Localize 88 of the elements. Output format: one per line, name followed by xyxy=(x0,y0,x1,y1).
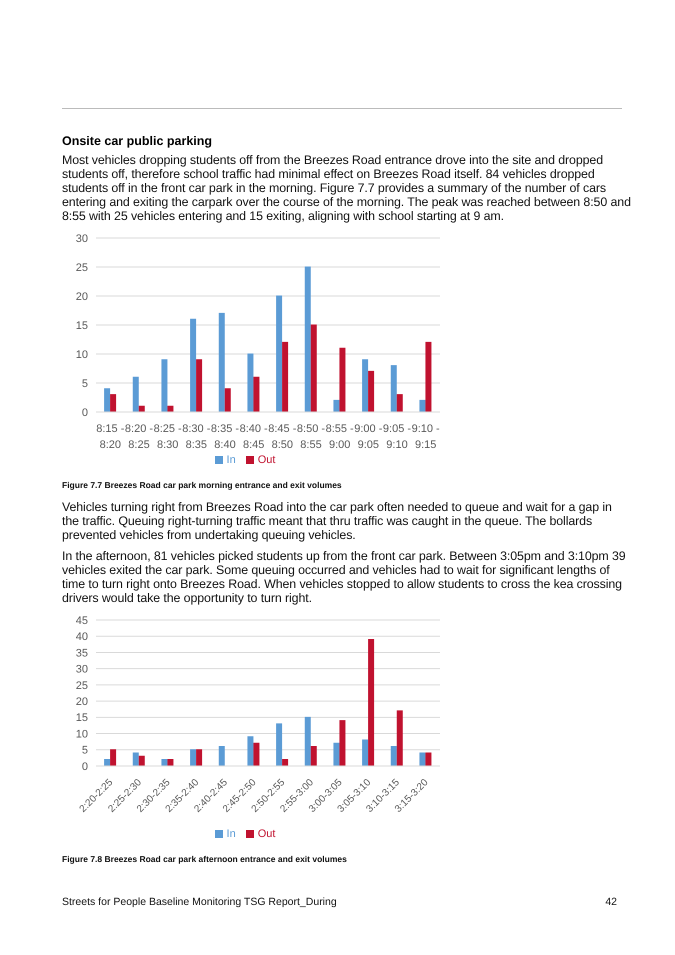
x-tick-label: 8:50 - 8:55 xyxy=(296,423,326,451)
bar xyxy=(138,406,145,412)
legend-label: In xyxy=(226,828,236,840)
chart-subtitle: Most vehicles dropping students off from the Breezes Road entrance drove into the site and dropped students off, therefore school traffic had minimal effect on Breezes Road itself. 84 vehicles dropped students off in the front car park in the morning. Figure 7.7 provides a summary of the number of cars entering and exiting the carpark over the course of the morning. The peak was reached between 8:50 and 8:55 with 25 vehicles entering and 15 exiting, aligning with school starting at 9 am. xyxy=(62,153,632,223)
text: Streets for People Baseline Monitoring TSG Report_During xyxy=(62,896,337,908)
y-tick-label: 5 xyxy=(82,744,88,757)
x-tick-label: 9:00 - 9:05 xyxy=(354,423,383,451)
chart-title: Onsite car public parking xyxy=(62,134,214,148)
caption: Figure 7.7 Breezes Road car park morning entrance and exit volumes xyxy=(62,480,343,490)
bar xyxy=(110,394,116,412)
bar xyxy=(333,742,340,766)
bar xyxy=(167,759,174,766)
y-tick-label: 15 xyxy=(76,320,88,332)
bar xyxy=(282,759,288,766)
y-tick-label: 40 xyxy=(76,631,88,644)
bar xyxy=(362,740,368,766)
bar xyxy=(132,752,139,766)
y-tick-label: 5 xyxy=(82,378,88,390)
bar xyxy=(110,749,116,766)
bar xyxy=(190,749,196,766)
legend-label: Out xyxy=(258,828,276,840)
bar xyxy=(276,296,282,412)
x-tick-label: 8:15 - 8:20 xyxy=(96,423,125,451)
y-tick-label: 10 xyxy=(76,728,88,740)
x-tick-label: 8:30 - 8:35 xyxy=(182,423,211,451)
bar xyxy=(282,342,288,412)
bar xyxy=(104,388,110,412)
y-tick-label: 25 xyxy=(76,262,88,274)
x-tick-label: 8:55 - 9:00 xyxy=(326,423,354,451)
bar xyxy=(339,720,346,766)
bar xyxy=(419,752,426,766)
y-tick-label: 20 xyxy=(76,696,88,708)
bar xyxy=(196,359,202,412)
bar xyxy=(304,716,311,766)
bar xyxy=(161,759,168,766)
y-tick-label: 0 xyxy=(82,760,88,773)
text: In the afternoon, 81 vehicles picked students up from the front car park. Between 3:05pm and 3:10pm 39 vehicles exited the car park. Some queuing occurred and vehicles had to wait for significant lengths of time to turn right onto Breezes Road. When vehicles stopped to allow students to cross the kea crossing drivers would take the opportunity to turn right. xyxy=(62,549,627,605)
x-tick-label: 8:45 - 8:50 xyxy=(268,423,297,451)
bar xyxy=(396,394,403,412)
y-tick-label: 30 xyxy=(76,232,88,245)
y-tick-label: 35 xyxy=(76,647,88,660)
bar xyxy=(196,749,202,766)
bar xyxy=(224,388,231,412)
bar xyxy=(167,406,174,412)
bar xyxy=(333,400,340,412)
bar xyxy=(368,370,374,412)
bar xyxy=(276,723,282,766)
bar xyxy=(132,376,139,412)
bar xyxy=(339,348,346,412)
x-tick-label: 8:25 - 8:30 xyxy=(154,423,182,451)
bar xyxy=(190,318,196,412)
bar xyxy=(247,736,254,766)
x-tick-label: 8:35 - 8:40 xyxy=(210,423,240,451)
y-tick-label: 25 xyxy=(76,680,88,692)
y-tick-label: 10 xyxy=(76,348,88,361)
legend-label: Out xyxy=(258,454,276,466)
y-tick-label: 30 xyxy=(76,664,88,676)
bar xyxy=(390,746,397,766)
bar xyxy=(304,266,311,412)
bar xyxy=(161,359,168,412)
bar xyxy=(425,752,432,766)
bar xyxy=(104,759,110,766)
bar xyxy=(138,756,145,766)
text: Vehicles turning right from Breezes Road into the car park often needed to queue and wait for a gap in the traffic. Queuing right-turning traffic meant that thru traffic was caught in the queue. The bollards prevented vehicles from undertaking queuing vehicles. xyxy=(62,500,613,542)
x-tick-label: 9:05 - 9:10 xyxy=(382,423,412,451)
x-tick-label: 8:40 - 8:45 xyxy=(240,423,268,451)
y-tick-label: 20 xyxy=(76,290,88,303)
x-tick-label: 8:20 - 8:25 xyxy=(124,423,154,451)
bar xyxy=(310,746,317,766)
bar xyxy=(218,312,225,412)
bar xyxy=(218,746,225,766)
bar xyxy=(396,710,403,766)
bar xyxy=(425,342,432,412)
bar xyxy=(253,742,260,766)
bar xyxy=(362,359,368,412)
bar xyxy=(253,376,260,412)
y-tick-label: 15 xyxy=(76,712,88,724)
legend-label: In xyxy=(226,454,236,466)
y-tick-label: 0 xyxy=(82,406,88,419)
caption: Figure 7.8 Breezes Road car park afternoon entrance and exit volumes xyxy=(62,854,348,864)
bar xyxy=(310,324,317,412)
bar xyxy=(247,354,254,412)
bar xyxy=(419,400,426,412)
x-tick-label: 9:10 - 9:15 xyxy=(412,423,440,451)
bar xyxy=(368,638,374,766)
bar xyxy=(390,365,397,412)
text: 42 xyxy=(605,896,617,908)
y-tick-label: 45 xyxy=(76,614,88,627)
